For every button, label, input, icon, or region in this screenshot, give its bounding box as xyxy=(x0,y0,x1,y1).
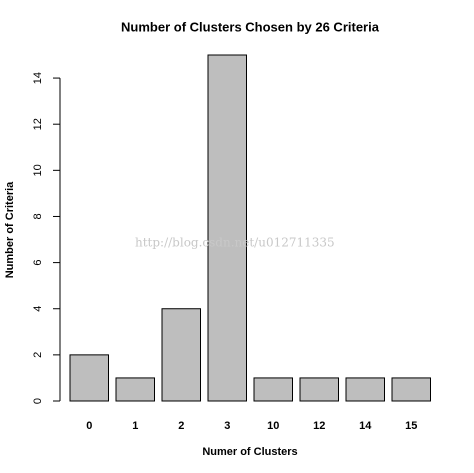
y-tick-label: 12 xyxy=(32,118,44,130)
x-tick-label: 3 xyxy=(224,420,230,432)
x-tick-label: 15 xyxy=(405,420,417,432)
watermark: http://blog.csdn.net/u012711335 xyxy=(135,236,335,250)
bar xyxy=(345,377,385,402)
x-tick-label: 1 xyxy=(132,420,138,432)
y-tick-label: 8 xyxy=(32,213,44,219)
bar xyxy=(299,377,339,402)
bar xyxy=(207,54,247,402)
y-tick-label: 2 xyxy=(32,352,44,358)
y-tick-label: 4 xyxy=(32,306,44,312)
bar xyxy=(391,377,431,402)
bar xyxy=(115,377,155,402)
bar xyxy=(161,308,201,402)
bar xyxy=(69,354,109,402)
x-tick-label: 14 xyxy=(359,420,372,432)
x-tick-label: 2 xyxy=(178,420,184,432)
y-tick-label: 6 xyxy=(32,260,44,266)
x-axis-label: Numer of Clusters xyxy=(202,446,297,458)
x-tick-label: 12 xyxy=(313,420,325,432)
chart-title: Number of Clusters Chosen by 26 Criteria xyxy=(121,19,380,34)
x-tick-label: 10 xyxy=(267,420,279,432)
y-tick-label: 10 xyxy=(32,164,44,176)
x-tick-label: 0 xyxy=(86,420,92,432)
y-axis-label: Number of Criteria xyxy=(4,181,16,278)
y-tick-label: 0 xyxy=(32,398,44,404)
y-tick-label: 14 xyxy=(32,72,44,84)
bar xyxy=(253,377,293,402)
